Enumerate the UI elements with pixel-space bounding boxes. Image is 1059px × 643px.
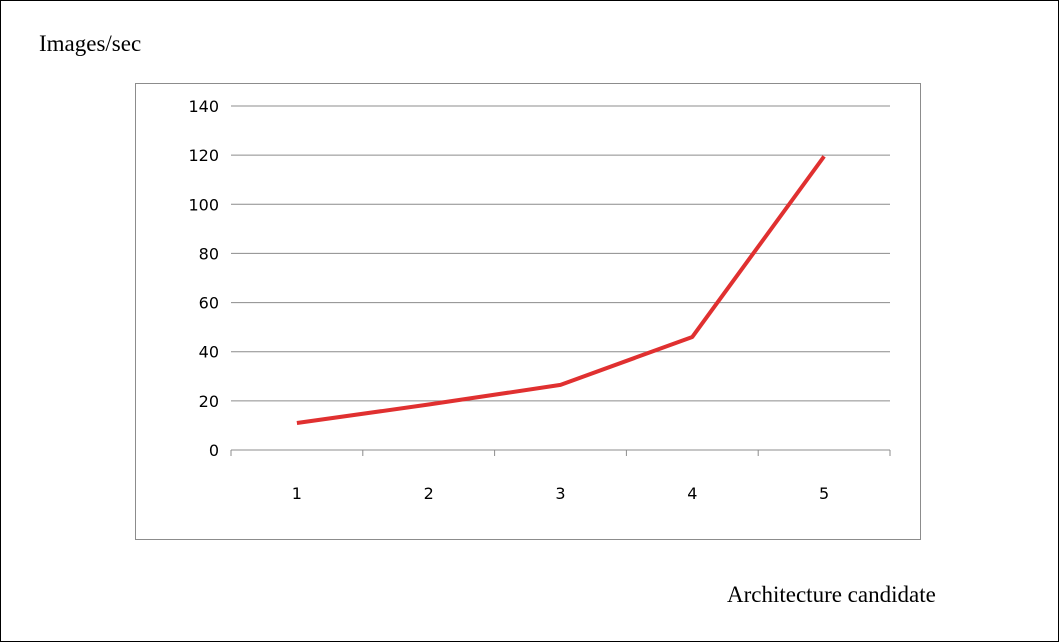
y-tick-label: 0: [209, 441, 219, 460]
x-tick-label: 2: [424, 484, 434, 503]
y-axis-label: Images/sec: [39, 31, 142, 56]
y-tick-label: 140: [188, 97, 219, 116]
y-tick-label: 40: [199, 343, 219, 362]
x-tick-label: 3: [555, 484, 565, 503]
y-tick-label: 100: [188, 195, 219, 214]
x-tick-label: 4: [687, 484, 697, 503]
x-axis-label: Architecture candidate: [727, 582, 936, 607]
series-line: [296, 155, 826, 425]
y-tick-label: 20: [199, 392, 219, 411]
x-tick-label: 1: [292, 484, 302, 503]
y-tick-label: 60: [199, 294, 219, 313]
x-tick-label: 5: [819, 484, 829, 503]
y-tick-label: 80: [199, 244, 219, 263]
chart-area: [135, 83, 921, 540]
y-tick-label: 120: [188, 146, 219, 165]
